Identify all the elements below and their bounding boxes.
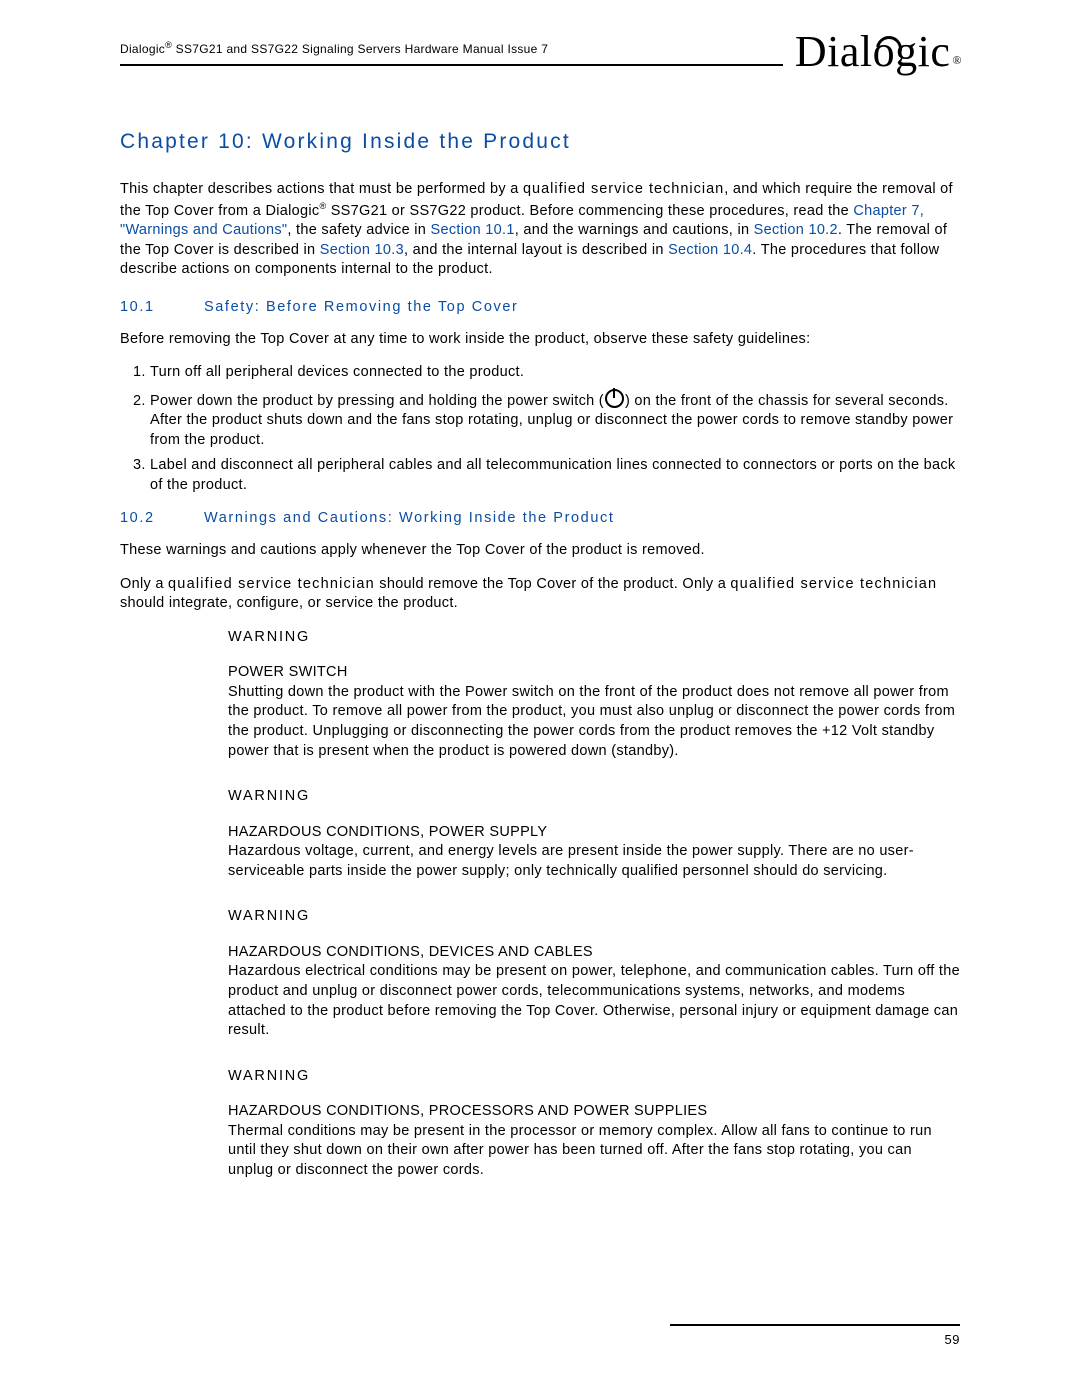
warning-title: HAZARDOUS CONDITIONS, DEVICES AND CABLES	[228, 943, 960, 963]
warning-body: Hazardous electrical conditions may be p…	[228, 962, 960, 1040]
running-head-brand: Dialogic	[120, 42, 165, 56]
section-number: 10.2	[120, 509, 204, 529]
warning-label: WARNING	[228, 1067, 960, 1087]
warning-label: WARNING	[228, 787, 960, 807]
warning-block: WARNING POWER SWITCH Shutting down the p…	[228, 628, 960, 761]
warning-label: WARNING	[228, 628, 960, 648]
page-content: Chapter 10: Working Inside the Product T…	[120, 120, 960, 1207]
warning-block: WARNING HAZARDOUS CONDITIONS, PROCESSORS…	[228, 1067, 960, 1181]
warning-label: WARNING	[228, 907, 960, 927]
link-section-10-3[interactable]: Section 10.3	[320, 242, 404, 258]
logo-swoosh-icon	[871, 31, 907, 67]
link-section-10-2[interactable]: Section 10.2	[754, 222, 838, 238]
chapter-intro: This chapter describes actions that must…	[120, 180, 960, 280]
section-10-1-heading: 10.1Safety: Before Removing the Top Cove…	[120, 298, 960, 318]
warning-body: Shutting down the product with the Power…	[228, 683, 960, 761]
section-number: 10.1	[120, 298, 204, 318]
page-header: Dialogic® SS7G21 and SS7G22 Signaling Se…	[120, 40, 960, 66]
warning-body: Hazardous voltage, current, and energy l…	[228, 842, 960, 881]
safety-list: Turn off all peripheral devices connecte…	[120, 363, 960, 495]
running-head-rest: SS7G21 and SS7G22 Signaling Servers Hard…	[172, 42, 548, 56]
section-10-2-p2: Only a qualified service technician shou…	[120, 575, 960, 614]
logo-registered-icon: ®	[952, 53, 962, 67]
section-10-2-heading: 10.2Warnings and Cautions: Working Insid…	[120, 509, 960, 529]
section-10-2-p1: These warnings and cautions apply whenev…	[120, 541, 960, 561]
warning-body: Thermal conditions may be present in the…	[228, 1122, 960, 1181]
warning-title: HAZARDOUS CONDITIONS, POWER SUPPLY	[228, 823, 960, 843]
registered-mark: ®	[165, 40, 172, 50]
section-title: Warnings and Cautions: Working Inside th…	[204, 510, 614, 526]
section-10-1-lead: Before removing the Top Cover at any tim…	[120, 330, 960, 350]
brand-logo: Dialogic®	[783, 26, 960, 77]
warning-title: HAZARDOUS CONDITIONS, PROCESSORS AND POW…	[228, 1102, 960, 1122]
warning-block: WARNING HAZARDOUS CONDITIONS, POWER SUPP…	[228, 787, 960, 881]
page-number: 59	[120, 1332, 960, 1347]
link-section-10-4[interactable]: Section 10.4	[668, 242, 752, 258]
power-icon	[605, 389, 624, 408]
chapter-title: Chapter 10: Working Inside the Product	[120, 128, 960, 156]
page: Dialogic® SS7G21 and SS7G22 Signaling Se…	[0, 0, 1080, 1397]
section-title: Safety: Before Removing the Top Cover	[204, 299, 518, 315]
list-item: Turn off all peripheral devices connecte…	[150, 363, 960, 383]
page-footer: 59	[120, 1324, 960, 1347]
qualified-tech: qualified service technician	[523, 181, 724, 197]
warning-title: POWER SWITCH	[228, 663, 960, 683]
warning-block: WARNING HAZARDOUS CONDITIONS, DEVICES AN…	[228, 907, 960, 1040]
footer-rule	[670, 1324, 960, 1326]
link-section-10-1[interactable]: Section 10.1	[431, 222, 515, 238]
list-item: Label and disconnect all peripheral cabl…	[150, 456, 960, 495]
list-item: Power down the product by pressing and h…	[150, 389, 960, 451]
